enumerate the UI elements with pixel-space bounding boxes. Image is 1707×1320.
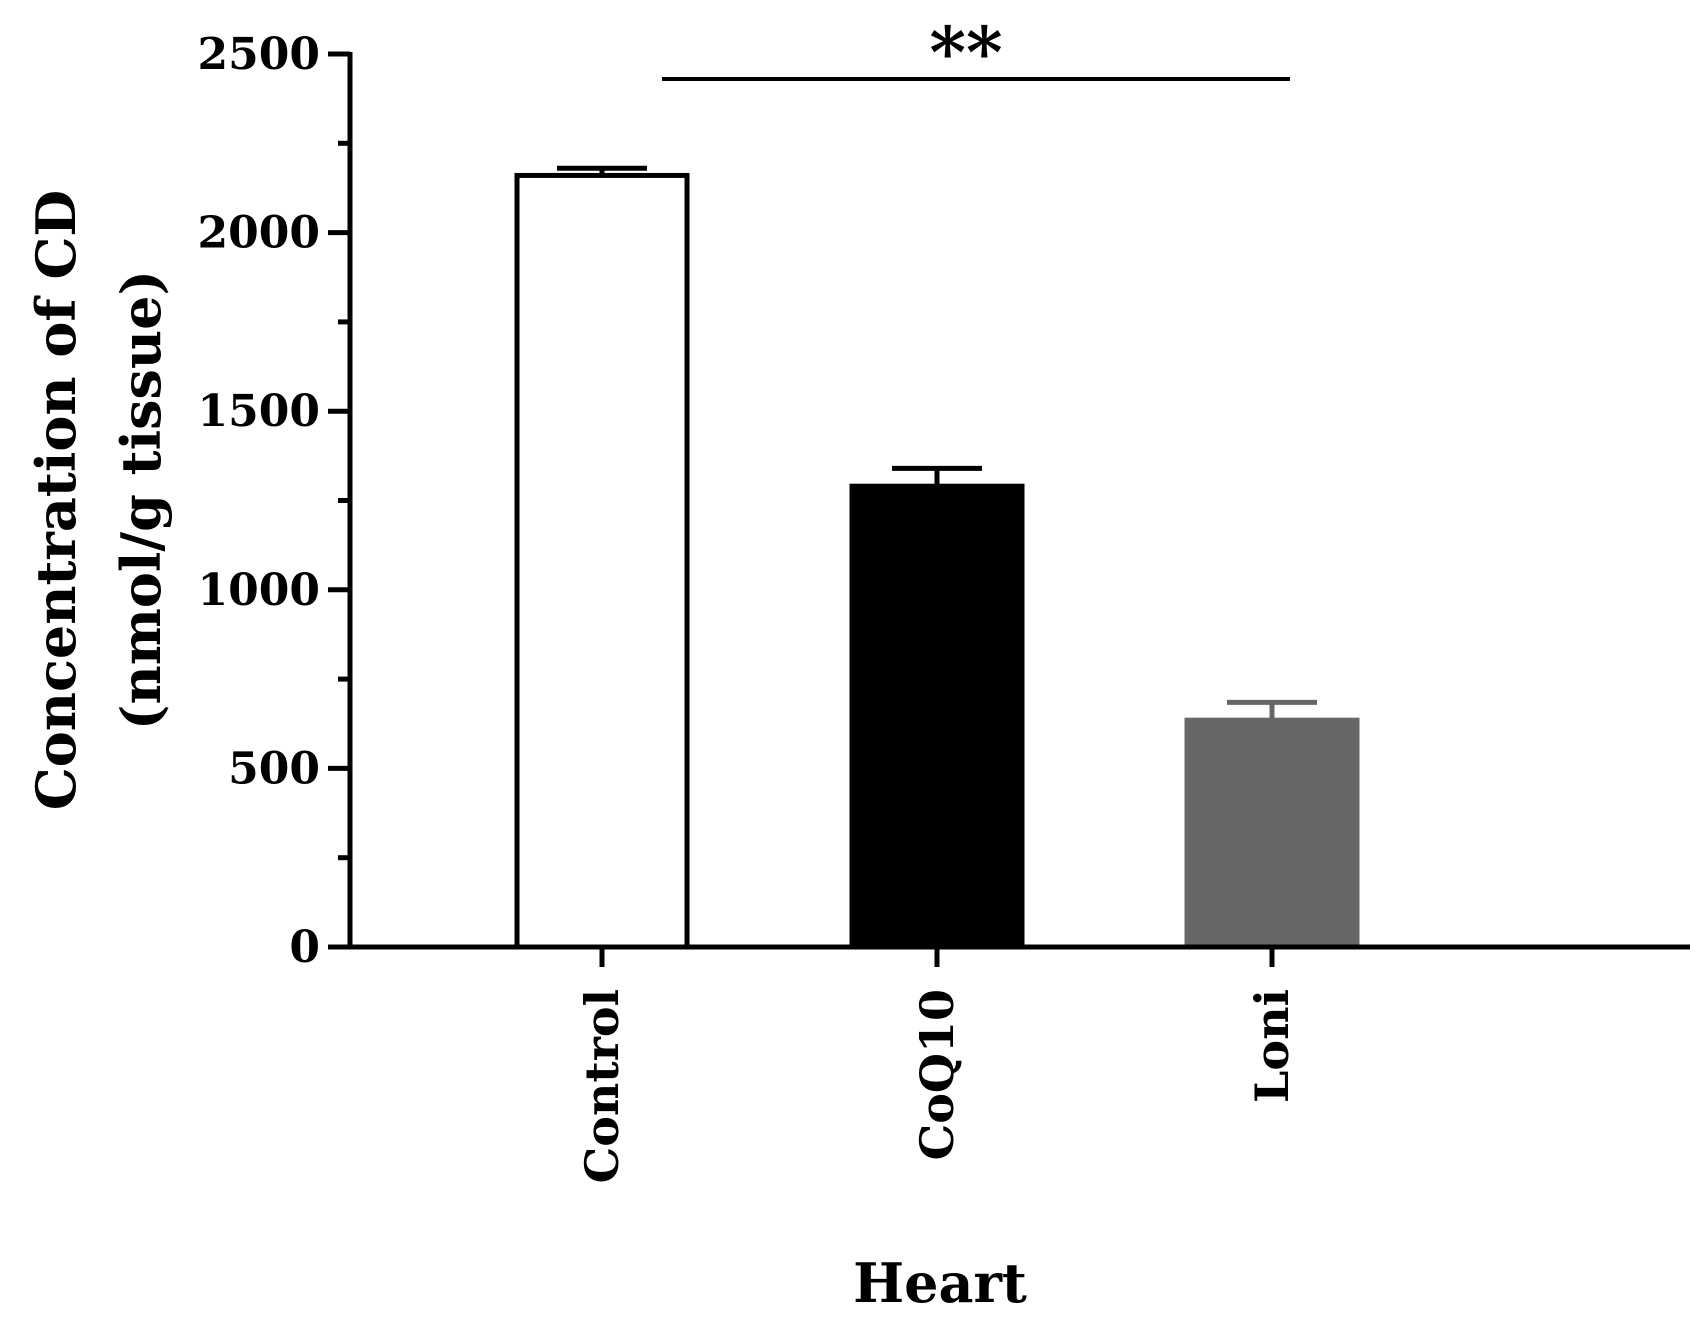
error-bars: [557, 165, 1317, 721]
y-tick-label-500: 500: [228, 743, 320, 794]
x-tick-label-control: Control: [575, 989, 629, 1183]
bar-loni: [1184, 717, 1360, 950]
x-axis-ticks: Control CoQ10 Loni: [575, 947, 1299, 1183]
x-tick-label-coq10: CoQ10: [910, 989, 964, 1160]
bar-control: [514, 172, 690, 950]
y-axis-ticks: 0 500 1000 1500 2000 2500: [198, 29, 350, 973]
y-tick-label-2000: 2000: [198, 208, 320, 259]
x-axis-title: Heart: [853, 1251, 1027, 1315]
y-axis-title-line1: Concentration of CD: [24, 190, 88, 811]
y-tick-label-1500: 1500: [198, 386, 320, 437]
bars: [514, 172, 1360, 950]
y-axis-title-line2: (nmol/g tissue): [109, 270, 173, 730]
axes: [332, 52, 1690, 950]
significance-label: **: [929, 11, 1002, 94]
x-tick-label-loni: Loni: [1245, 989, 1299, 1103]
bar-coq10: [849, 483, 1025, 950]
y-tick-label-2500: 2500: [198, 29, 320, 80]
y-tick-label-1000: 1000: [198, 565, 320, 616]
significance-annotation: **: [662, 11, 1290, 94]
y-tick-label-0: 0: [289, 922, 320, 973]
